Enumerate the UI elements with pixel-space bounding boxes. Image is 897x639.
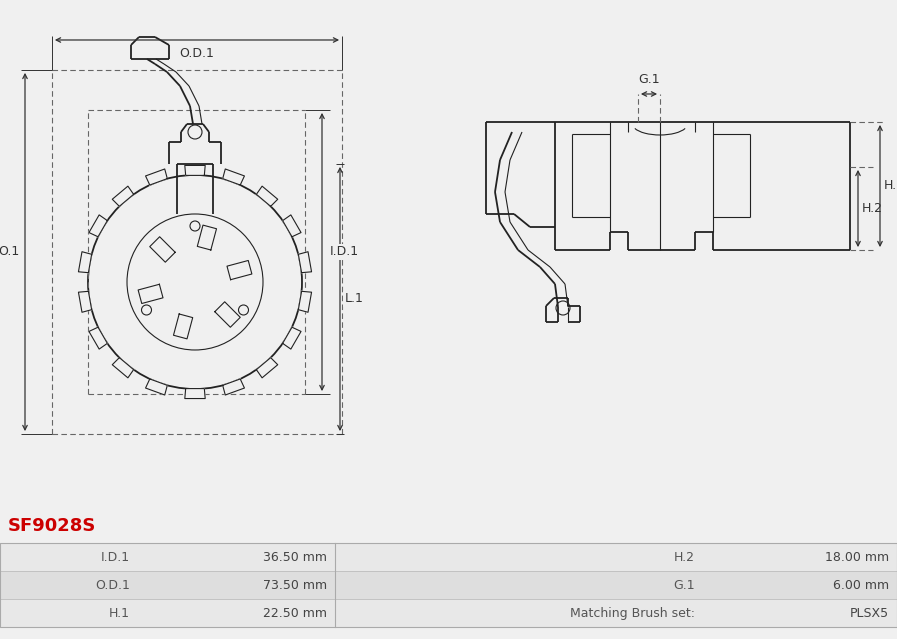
Text: 73.50 mm: 73.50 mm (263, 578, 327, 592)
Text: 22.50 mm: 22.50 mm (263, 606, 327, 620)
Polygon shape (257, 186, 278, 206)
Polygon shape (214, 302, 240, 327)
Polygon shape (185, 389, 205, 399)
Text: SF9028S: SF9028S (8, 517, 96, 535)
Polygon shape (185, 166, 205, 175)
Polygon shape (138, 284, 163, 304)
Polygon shape (89, 215, 108, 237)
Text: O.D.1: O.D.1 (179, 47, 214, 61)
Polygon shape (227, 261, 252, 280)
Bar (0, 571, 335, 599)
Text: 18.00 mm: 18.00 mm (825, 551, 889, 564)
Polygon shape (222, 379, 245, 395)
Text: H.2: H.2 (861, 202, 883, 215)
Text: H.1: H.1 (884, 180, 897, 192)
Polygon shape (299, 252, 311, 273)
Text: H.2: H.2 (674, 551, 695, 564)
Text: I.D.1: I.D.1 (329, 245, 359, 259)
Text: L.1: L.1 (344, 293, 363, 305)
Text: O.D.1: O.D.1 (95, 578, 130, 592)
Text: 36.50 mm: 36.50 mm (263, 551, 327, 564)
Text: G.1: G.1 (638, 73, 660, 86)
Polygon shape (78, 252, 91, 273)
Text: H.1: H.1 (109, 606, 130, 620)
Bar (0, 543, 335, 571)
Bar (335, 543, 897, 571)
Polygon shape (283, 215, 301, 237)
Polygon shape (150, 236, 175, 262)
Text: I.D.1: I.D.1 (100, 551, 130, 564)
Polygon shape (257, 358, 278, 378)
Bar (335, 571, 897, 599)
Polygon shape (112, 358, 134, 378)
Text: PLSX5: PLSX5 (849, 606, 889, 620)
Polygon shape (145, 379, 168, 395)
Text: Matching Brush set:: Matching Brush set: (570, 606, 695, 620)
Polygon shape (197, 225, 216, 250)
Bar (335, 599, 897, 627)
Polygon shape (145, 169, 168, 185)
Bar (0, 543, 897, 627)
Polygon shape (78, 291, 91, 312)
Text: G.1: G.1 (674, 578, 695, 592)
Polygon shape (112, 186, 134, 206)
Polygon shape (173, 314, 193, 339)
Bar (0, 599, 335, 627)
Text: 6.00 mm: 6.00 mm (833, 578, 889, 592)
Polygon shape (222, 169, 245, 185)
Polygon shape (283, 327, 301, 349)
Polygon shape (89, 327, 108, 349)
Polygon shape (299, 291, 311, 312)
Text: O.1: O.1 (0, 245, 20, 259)
